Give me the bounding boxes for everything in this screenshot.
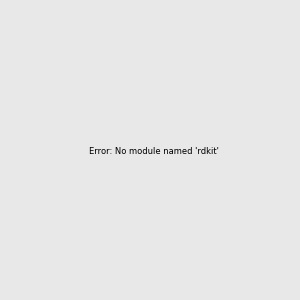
Text: Error: No module named 'rdkit': Error: No module named 'rdkit' (89, 147, 219, 156)
